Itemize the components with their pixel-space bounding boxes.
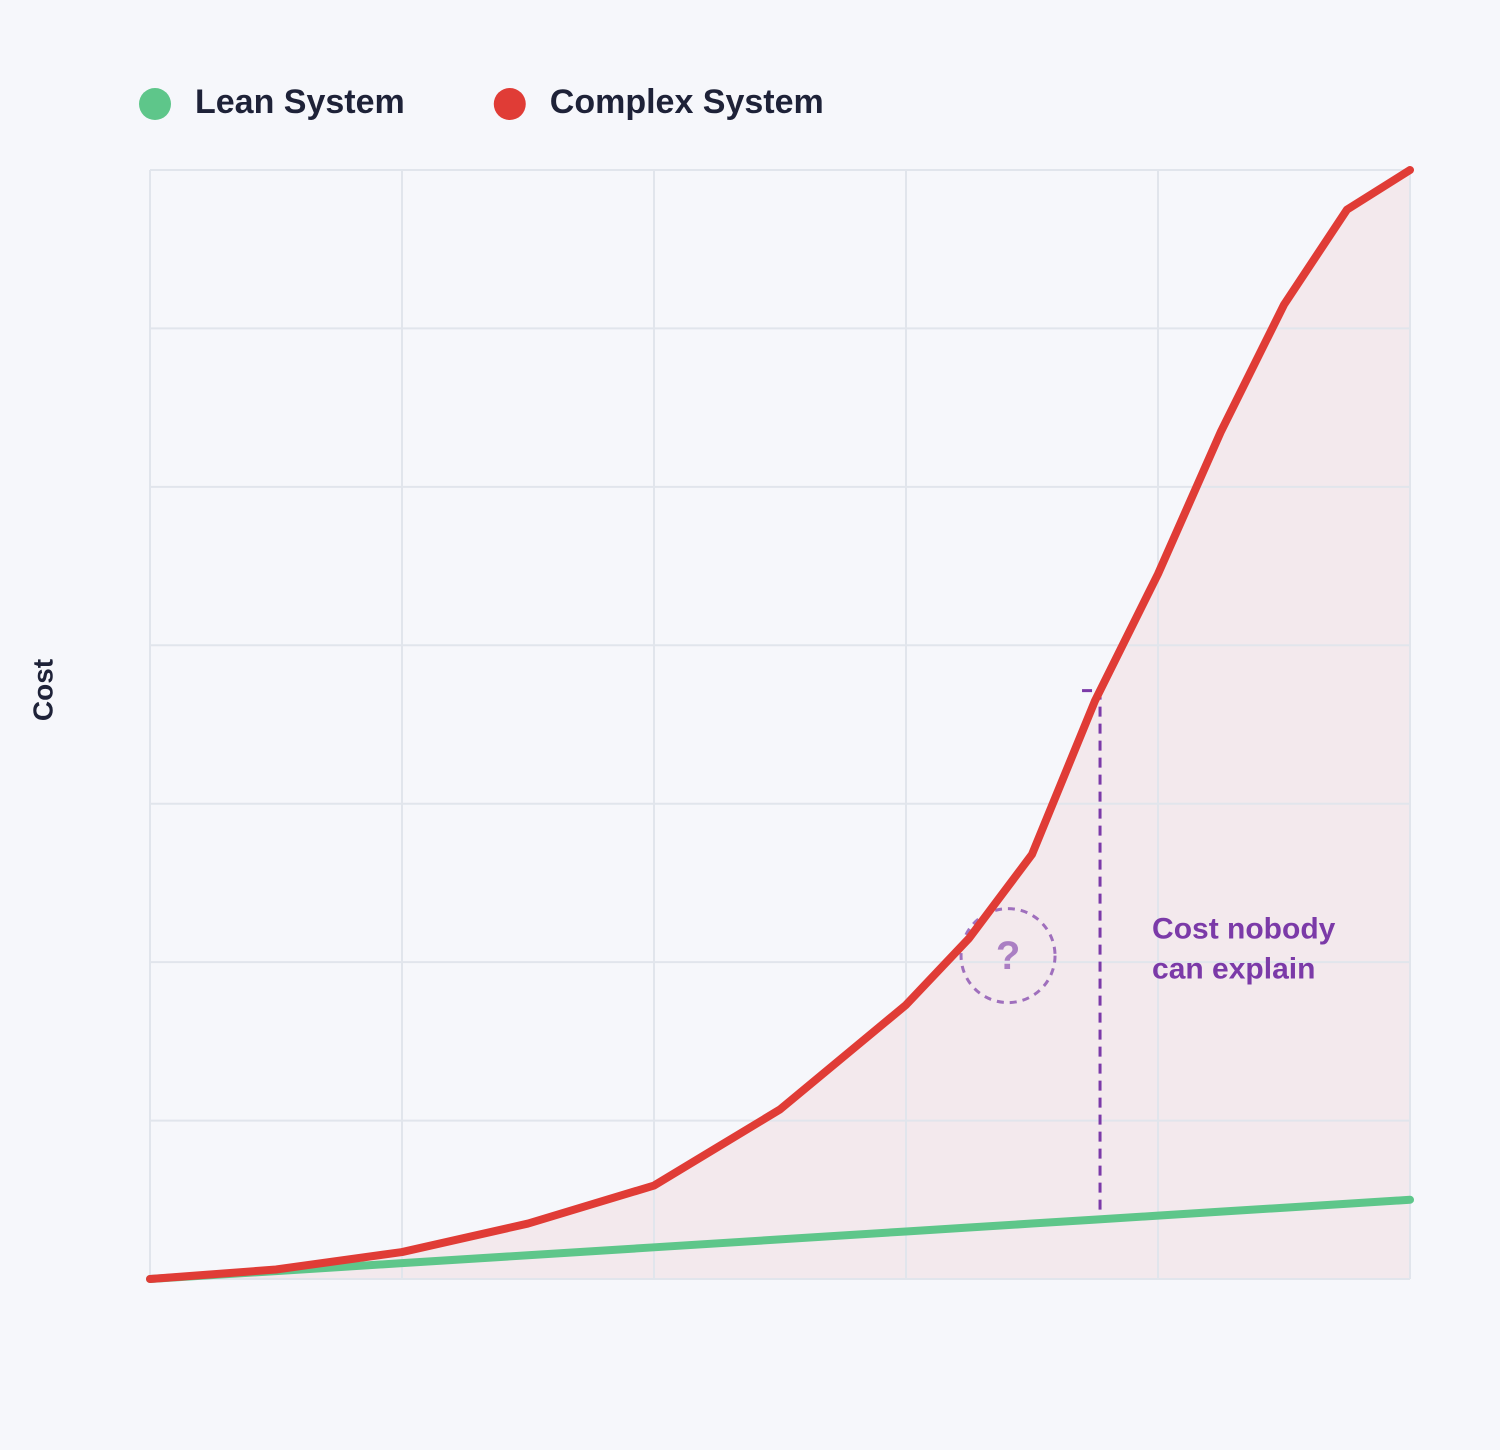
legend-marker [139,88,171,120]
y-axis-label: Cost [27,659,58,721]
legend-label: Complex System [550,83,824,121]
line [146,1195,1414,1283]
annotation-text: Cost nobody [1152,913,1336,946]
line [146,166,1414,1283]
question-mark: ? [996,934,1020,978]
question-circle [959,907,1057,1005]
legend-label: Lean System [195,83,405,121]
annotation-text: can explain [1152,953,1315,986]
annotation-bracket [1082,689,1102,1221]
area-fill [150,170,1410,1279]
legend-marker [493,88,526,120]
